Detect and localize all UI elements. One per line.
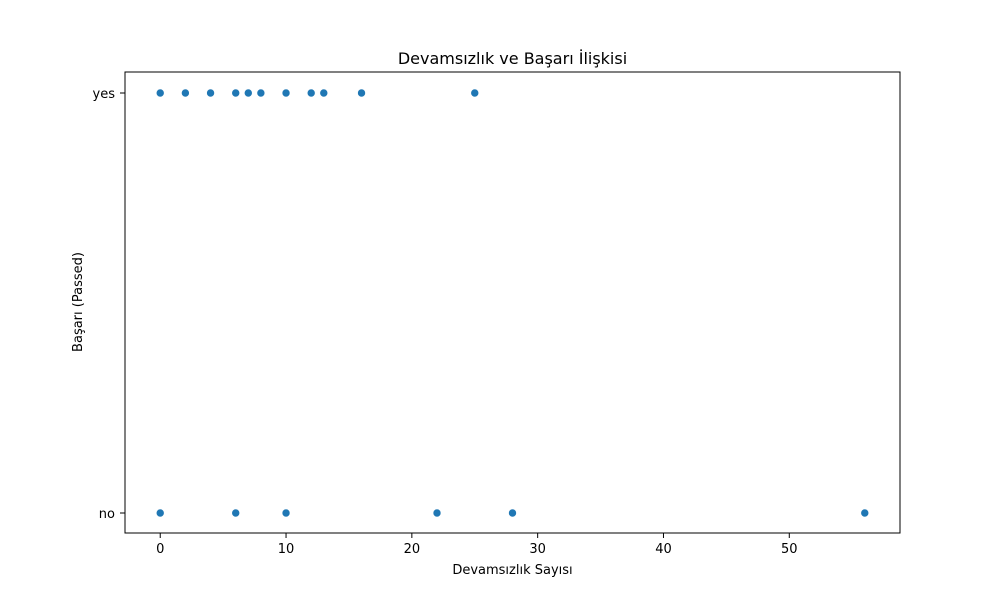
scatter-point (357, 88, 366, 98)
scatter-point (155, 88, 165, 98)
x-tick-label: 40 (655, 542, 672, 557)
scatter-point (860, 508, 870, 518)
x-tick-label: 20 (404, 542, 421, 557)
y-axis-label: Başarı (Passed) (71, 252, 86, 352)
x-tick-label: 30 (529, 542, 546, 557)
x-tick-label: 0 (156, 542, 164, 557)
scatter-point (508, 508, 517, 518)
chart-title: Devamsızlık ve Başarı İlişkisi (398, 49, 627, 68)
scatter-point (319, 88, 329, 98)
scatter-point (281, 88, 291, 98)
scatter-point (243, 88, 253, 98)
plot-frame (124, 71, 901, 534)
scatter-point (432, 508, 442, 518)
scatter-point (231, 508, 241, 518)
scatter-point (231, 88, 241, 98)
scatter-point (306, 88, 316, 98)
x-tick-label: 10 (278, 542, 295, 557)
scatter-point (155, 508, 165, 518)
x-tick-label: 50 (781, 542, 798, 557)
scatter-point (181, 88, 190, 98)
y-tick-label: yes (93, 87, 116, 102)
scatter-point (470, 88, 480, 98)
x-axis-label: Devamsızlık Sayısı (452, 563, 572, 578)
plot-area (155, 88, 870, 518)
scatter-point (206, 88, 215, 98)
scatter-point (256, 88, 266, 98)
scatter-point (281, 508, 291, 518)
y-tick-label: no (99, 507, 115, 522)
